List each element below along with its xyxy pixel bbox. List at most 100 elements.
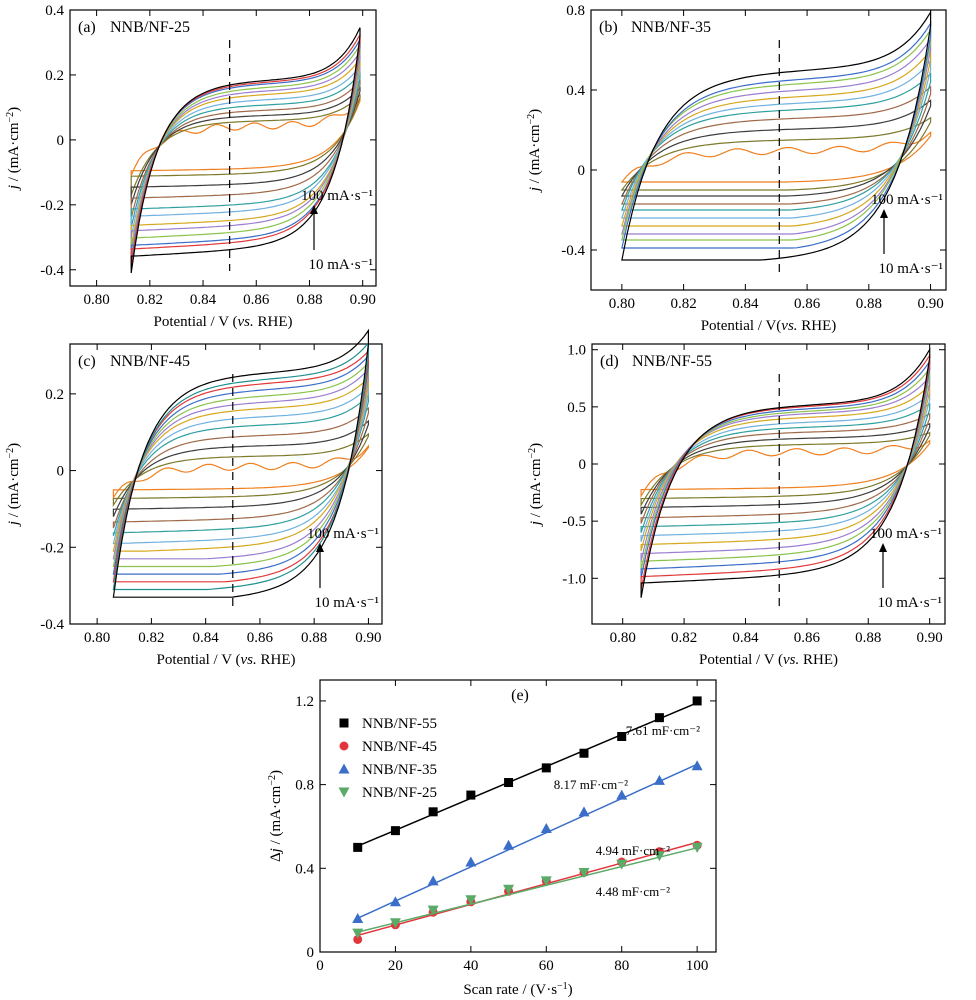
label-part: ) (568, 982, 573, 998)
y-axis-title: j / (mA·cm−2) (526, 109, 544, 193)
y-axis-title: j / (mA·cm−2) (527, 443, 545, 527)
x-tick-label: 0.86 (794, 630, 821, 646)
cv-curve (130, 93, 361, 196)
y-tick-label: -0.4 (40, 617, 64, 633)
marker-square (504, 778, 514, 788)
x-tick-label: 0.82 (137, 292, 163, 308)
label-part: RHE) (257, 652, 296, 668)
x-tick-label: 20 (388, 958, 403, 974)
x-tick-label: 0.90 (350, 292, 376, 308)
cv-curve (640, 353, 931, 590)
label-part: / (mA·cm (268, 785, 284, 848)
cv-curve (620, 99, 932, 197)
marker-square (428, 807, 438, 817)
y-tick-label: -0.2 (40, 198, 64, 214)
x-tick-label: 0.82 (671, 630, 697, 646)
label-part: Potential / V( (701, 318, 782, 334)
cv-curve (640, 439, 931, 499)
y-tick-label: 0.2 (45, 387, 64, 403)
y-tick-label: 0.4 (295, 861, 314, 877)
marker-square (541, 763, 551, 773)
panel-label: (a) (78, 19, 96, 36)
label-part: Scan rate / (V·s (463, 982, 557, 998)
fit-line (357, 702, 698, 847)
label-part: ) (268, 770, 284, 775)
cv-curve (620, 85, 932, 205)
fit-line (357, 847, 698, 933)
marker-triangle-down (503, 884, 515, 895)
cv-curve (130, 37, 361, 264)
scan-rate-low-label: 10 mA·s⁻¹ (879, 261, 944, 277)
cv-curve (640, 384, 931, 552)
x-tick-label: 0.80 (609, 296, 635, 312)
cv-curve (130, 79, 361, 218)
cv-curve (130, 34, 361, 267)
label-part: j (528, 521, 544, 527)
cv-curve (112, 406, 369, 529)
marker-triangle-down (427, 905, 439, 916)
legend-entry: NNB/NF-35 (362, 762, 437, 778)
cv-curve (640, 422, 931, 515)
label-part: Δ (268, 852, 284, 862)
cv-curve (112, 419, 369, 517)
marker-triangle-up (503, 839, 515, 850)
y-tick-label: 0 (57, 133, 65, 149)
cv-curve (130, 42, 361, 261)
scan-rate-low-label: 10 mA·s⁻¹ (878, 595, 943, 611)
label-part: vs. (781, 318, 797, 334)
x-axis-title: Potential / V (vs. RHE) (156, 652, 295, 668)
y-tick-label: 0.8 (566, 3, 585, 19)
y-tick-label: 0 (307, 945, 315, 961)
label-part: ) (6, 443, 22, 448)
panel-d: 0.80 0.82 0.84 0.86 0.88 0.90 -1.0 -0.5 0 0.5 1.0 (… (527, 343, 946, 668)
x-tick-label: 0.84 (732, 296, 759, 312)
x-tick-label: 0.80 (84, 630, 110, 646)
marker-circle (339, 741, 349, 751)
cv-curve (130, 71, 361, 228)
scan-rate-high-label: 100 mA·s⁻¹ (307, 526, 379, 542)
cv-curve (130, 49, 361, 254)
label-part: vs. (783, 652, 799, 668)
label-part: RHE) (798, 318, 837, 334)
label-part: / (mA·cm (6, 458, 22, 521)
x-tick-label: 80 (614, 958, 629, 974)
panel-b: 0.80 0.82 0.84 0.86 0.88 0.90 -0.4 0 0.4 0.8 (b) NN… (526, 3, 947, 334)
marker-triangle-down (616, 859, 628, 870)
y-tick-label: -0.4 (561, 243, 585, 259)
panel-title: NNB/NF-25 (110, 19, 190, 36)
y-tick-label: -0.2 (40, 540, 64, 556)
panel-e: 0 20 40 60 80 100 0 0.4 0.8 1.2 7.61 mF·cm⁻² 4.94 m… (267, 679, 717, 998)
plot-frame (590, 9, 947, 291)
arrow-head (880, 209, 888, 218)
panel-label: (c) (78, 353, 96, 370)
scan-rate-low-label: 10 mA·s⁻¹ (309, 257, 374, 273)
panel-label: (d) (600, 353, 619, 370)
label-part: RHE) (799, 652, 838, 668)
cv-curve (621, 10, 932, 261)
label-part: Potential / V ( (153, 314, 237, 330)
marker-triangle-up (653, 774, 665, 785)
plot-frame (69, 9, 377, 287)
y-tick-label: 0.2 (45, 68, 64, 84)
cv-curve (640, 392, 931, 542)
marker-square (466, 790, 476, 800)
marker-square (353, 842, 363, 852)
marker-triangle-up (540, 823, 552, 834)
marker-triangle-up (465, 856, 477, 867)
fit-line (357, 763, 698, 919)
panel-c: 0.80 0.82 0.84 0.86 0.88 0.90 -0.4 -0.2 0 0.2 (c) N… (5, 328, 383, 668)
cv-curve (621, 59, 932, 219)
x-tick-label: 60 (539, 958, 554, 974)
cv-curve (112, 341, 369, 591)
slope-label: 8.17 mF·cm⁻² (554, 777, 628, 792)
x-tick-label: 0.82 (138, 630, 164, 646)
plot-frame (319, 679, 717, 953)
x-tick-label: 0.88 (856, 296, 882, 312)
x-tick-label: 40 (463, 958, 478, 974)
marker-square (579, 748, 589, 758)
marker-triangle-up (338, 763, 350, 774)
label-part: / (mA·cm (528, 458, 544, 521)
label-part: j (268, 848, 284, 854)
panel-a: 0.80 0.82 0.84 0.86 0.88 0.90 -0.4 -0.2 0 0.2 0.4 (… (5, 3, 377, 330)
